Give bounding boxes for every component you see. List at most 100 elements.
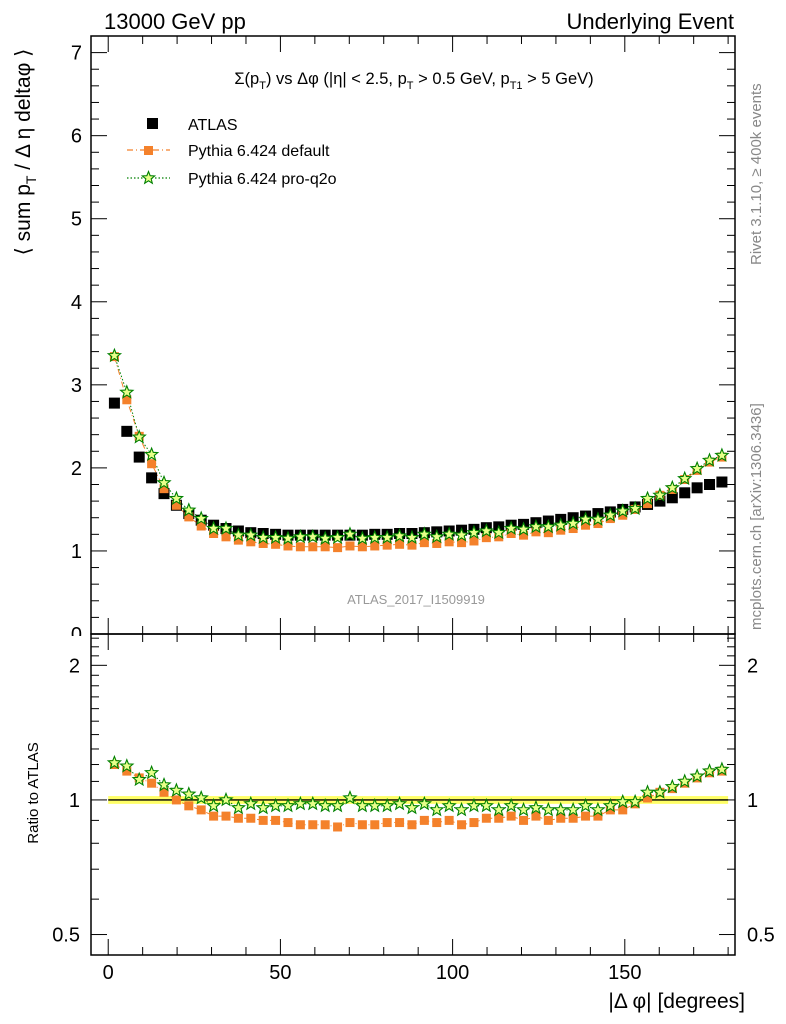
pythia-proq2o-point: [119, 384, 135, 399]
pythia-default-point: [283, 541, 293, 551]
pythia-proq2o-point: [280, 530, 296, 545]
ratio-pythia-proq2o-point: [677, 773, 693, 788]
pythia-proq2o-point: [453, 527, 470, 542]
pythia-default-point: [581, 520, 591, 530]
header-left: 13000 GeV pp: [104, 9, 246, 34]
ratio-plot-area: [106, 754, 730, 832]
ratio-pythia-proq2o-point: [156, 776, 172, 792]
pythia-default-point: [481, 533, 491, 543]
ratio-pythia-default-point: [209, 811, 219, 821]
legend-marker-default: [144, 146, 153, 155]
pythia-proq2o-point: [106, 347, 123, 363]
ratio-pythia-default-point: [233, 813, 243, 823]
ratio-pythia-proq2o-point: [540, 801, 556, 817]
pythia-proq2o-point: [243, 527, 259, 542]
pythia-proq2o-point: [565, 515, 581, 531]
pythia-proq2o-point: [317, 530, 333, 545]
pythia-proq2o-point: [652, 487, 668, 502]
atlas-data-point: [691, 482, 703, 494]
atlas-data-point: [716, 476, 728, 488]
y-tick-label: 4: [71, 292, 82, 314]
ratio-pythia-proq2o-point: [404, 799, 420, 815]
ratio-pythia-proq2o-point: [305, 795, 321, 811]
pythia-proq2o-point: [391, 527, 408, 543]
pythia-default-point: [147, 459, 157, 469]
legend-label-proq2o: Pythia 6.424 pro-q2o: [188, 171, 337, 188]
ratio-pythia-default-point: [308, 820, 318, 830]
atlas-data-point: [158, 488, 170, 500]
ratio-y-tick-label-left: 0.5: [52, 925, 80, 947]
ratio-pythia-proq2o-point: [230, 799, 247, 815]
y-tick-label: 3: [71, 375, 82, 397]
ratio-pythia-proq2o-point: [701, 763, 718, 778]
pythia-proq2o-point: [677, 470, 693, 486]
ratio-pythia-default-point: [221, 811, 231, 821]
pythia-proq2o-point: [267, 529, 284, 545]
pythia-default-point: [345, 541, 355, 551]
ratio-pythia-proq2o-point: [354, 797, 371, 813]
pythia-proq2o-point: [441, 526, 457, 541]
pythia-proq2o-point: [515, 521, 532, 536]
ratio-pythia-default-point: [432, 818, 442, 828]
pythia-default-point: [122, 395, 132, 405]
pythia-default-point: [469, 536, 479, 546]
ratio-y-tick-label-left: 2: [69, 655, 80, 677]
pythia-proq2o-point: [639, 490, 656, 506]
ratio-pythia-proq2o-point: [131, 771, 147, 787]
pythia-default-point: [357, 542, 367, 552]
ratio-pythia-default-point: [258, 815, 268, 825]
pythia-proq2o-point: [615, 503, 631, 518]
ratio-pythia-default-point: [333, 822, 343, 832]
ratio-pythia-proq2o-point: [590, 801, 606, 817]
mcplots-side-label: mcplots.cern.ch [arXiv:1306.3436]: [748, 403, 765, 630]
ratio-pythia-proq2o-point: [416, 795, 432, 811]
y-tick-label: 5: [71, 209, 82, 231]
ratio-pythia-proq2o-point: [218, 791, 234, 807]
ratio-frame: [90, 633, 736, 956]
pythia-proq2o-point: [156, 474, 172, 490]
y-tick-label: 7: [71, 43, 82, 65]
ratio-pythia-proq2o-point: [168, 782, 185, 797]
ratio-pythia-proq2o-point: [329, 797, 346, 813]
pythia-proq2o-point: [131, 429, 147, 444]
axes: 0 50 100 150 1 2 3 4 5 6 7 0 0.5 0.5 1 1 2 2: [52, 35, 775, 984]
pythia-proq2o-point: [367, 529, 383, 545]
pythia-default-point: [159, 484, 169, 494]
ratio-pythia-default-point: [382, 818, 392, 828]
ratio-pythia-default-point: [171, 795, 181, 805]
pythia-default-point: [209, 529, 219, 539]
pythia-default-point: [184, 512, 194, 522]
ratio-pythia-default-point: [419, 815, 429, 825]
ratio-pythia-default-point: [395, 818, 405, 828]
atlas-data-point: [666, 492, 678, 504]
ratio-pythia-default-point: [159, 787, 169, 797]
ratio-pythia-default-point: [444, 815, 454, 825]
header-right: Underlying Event: [566, 9, 734, 34]
atlas-data-point: [679, 487, 691, 499]
pythia-default-point: [295, 542, 305, 552]
ratio-pythia-proq2o-point: [143, 764, 160, 780]
analysis-watermark: ATLAS_2017_I1509919: [347, 592, 485, 607]
ratio-pythia-default-point: [643, 793, 653, 803]
pythia-proq2o-point: [255, 529, 271, 545]
atlas-data-point: [121, 425, 133, 437]
ratio-pythia-proq2o-point: [255, 799, 271, 815]
ratio-pythia-proq2o-point: [106, 754, 123, 770]
ratio-pythia-proq2o-point: [503, 797, 519, 813]
ratio-pythia-default-point: [506, 811, 516, 821]
ratio-pythia-default-point: [407, 820, 417, 830]
pythia-proq2o-point: [714, 447, 730, 462]
ratio-pythia-default-point: [556, 813, 566, 823]
main-title: Σ(pT) vs Δφ (|η| < 2.5, pT > 0.5 GeV, pT…: [234, 70, 593, 92]
pythia-default-point: [419, 538, 429, 548]
ratio-pythia-proq2o-point: [429, 801, 445, 817]
legend: ATLAS Pythia 6.424 default Pythia 6.424 …: [127, 117, 337, 188]
legend-label-atlas: ATLAS: [188, 117, 238, 134]
ratio-pythia-default-point: [581, 811, 591, 821]
rivet-side-label: Rivet 3.1.10, ≥ 400k events: [748, 83, 765, 265]
ratio-pythia-default-point: [345, 818, 355, 828]
pythia-default-point: [407, 540, 417, 550]
pythia-proq2o-point: [503, 520, 519, 536]
ratio-pythia-proq2o-point: [181, 786, 197, 801]
x-tick-label: 100: [436, 962, 469, 984]
